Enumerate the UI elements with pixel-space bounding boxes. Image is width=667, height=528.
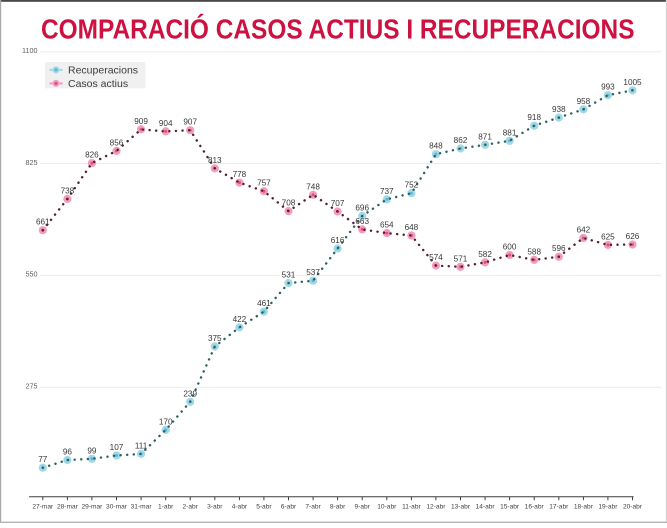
svg-text:825: 825: [26, 158, 38, 167]
svg-text:663: 663: [355, 217, 369, 226]
svg-text:Casos actius: Casos actius: [68, 78, 128, 90]
svg-text:6-abr: 6-abr: [281, 503, 297, 510]
svg-text:707: 707: [331, 199, 345, 208]
svg-text:10-abr: 10-abr: [377, 503, 397, 510]
svg-text:28-mar: 28-mar: [57, 503, 79, 510]
svg-text:3-abr: 3-abr: [207, 503, 223, 510]
svg-text:31-mar: 31-mar: [131, 503, 153, 510]
svg-text:661: 661: [36, 218, 50, 227]
svg-text:654: 654: [380, 221, 394, 230]
svg-text:107: 107: [110, 443, 124, 452]
svg-text:1-abr: 1-abr: [158, 503, 174, 510]
svg-text:625: 625: [601, 232, 615, 241]
svg-text:111: 111: [135, 441, 148, 450]
svg-text:757: 757: [257, 179, 271, 188]
svg-text:1100: 1100: [22, 46, 37, 55]
svg-text:11-abr: 11-abr: [402, 503, 421, 510]
svg-text:856: 856: [110, 138, 124, 147]
svg-text:907: 907: [183, 118, 197, 127]
svg-text:537: 537: [306, 268, 320, 277]
svg-text:5-abr: 5-abr: [256, 503, 272, 510]
svg-text:571: 571: [454, 254, 468, 263]
svg-text:588: 588: [527, 247, 541, 256]
svg-text:648: 648: [405, 223, 419, 232]
svg-text:15-abr: 15-abr: [500, 503, 520, 510]
svg-text:813: 813: [208, 156, 222, 165]
svg-text:19-abr: 19-abr: [598, 503, 618, 510]
svg-text:7-abr: 7-abr: [305, 503, 321, 510]
svg-text:993: 993: [601, 83, 615, 92]
svg-text:16-abr: 16-abr: [525, 503, 545, 510]
svg-text:600: 600: [503, 243, 517, 252]
svg-text:14-abr: 14-abr: [476, 503, 496, 510]
svg-text:696: 696: [355, 204, 369, 213]
svg-text:18-abr: 18-abr: [574, 503, 594, 510]
svg-text:738: 738: [61, 186, 75, 195]
svg-text:30-mar: 30-mar: [106, 503, 128, 510]
svg-text:862: 862: [454, 136, 468, 145]
svg-text:77: 77: [38, 455, 48, 464]
svg-text:17-abr: 17-abr: [549, 503, 569, 510]
svg-text:531: 531: [282, 271, 296, 280]
svg-text:29-mar: 29-mar: [81, 503, 103, 510]
svg-text:871: 871: [478, 132, 492, 141]
svg-text:938: 938: [552, 105, 566, 114]
svg-text:582: 582: [478, 250, 492, 259]
svg-text:20-abr: 20-abr: [623, 503, 643, 510]
svg-text:461: 461: [257, 299, 271, 308]
svg-text:918: 918: [527, 113, 541, 122]
svg-text:550: 550: [26, 270, 38, 279]
svg-text:752: 752: [405, 181, 419, 190]
svg-text:574: 574: [429, 253, 443, 262]
svg-text:626: 626: [626, 232, 640, 241]
svg-text:99: 99: [87, 446, 97, 455]
svg-text:2-abr: 2-abr: [182, 503, 198, 510]
svg-text:Recuperacions: Recuperacions: [68, 64, 138, 76]
svg-text:4-abr: 4-abr: [232, 503, 248, 510]
svg-text:909: 909: [134, 117, 148, 126]
svg-text:8-abr: 8-abr: [330, 503, 346, 510]
svg-text:616: 616: [331, 236, 345, 245]
svg-text:708: 708: [282, 199, 296, 208]
svg-text:826: 826: [85, 151, 99, 160]
svg-text:27-mar: 27-mar: [32, 503, 54, 510]
svg-text:881: 881: [503, 128, 517, 137]
svg-text:13-abr: 13-abr: [451, 503, 471, 510]
svg-text:239: 239: [183, 389, 197, 398]
svg-text:12-abr: 12-abr: [426, 503, 446, 510]
svg-text:9-abr: 9-abr: [354, 503, 370, 510]
svg-text:596: 596: [552, 244, 566, 253]
svg-text:422: 422: [233, 315, 247, 324]
svg-text:375: 375: [208, 334, 222, 343]
svg-text:170: 170: [159, 417, 173, 426]
svg-text:748: 748: [306, 182, 320, 191]
svg-text:COMPARACIÓ CASOS ACTIUS I RECU: COMPARACIÓ CASOS ACTIUS I RECUPERACIONS: [41, 14, 635, 45]
svg-text:642: 642: [577, 226, 591, 235]
svg-text:778: 778: [233, 170, 247, 179]
svg-text:96: 96: [63, 448, 73, 457]
svg-text:275: 275: [26, 382, 38, 391]
svg-text:958: 958: [577, 97, 591, 106]
svg-text:848: 848: [429, 142, 443, 151]
svg-text:1005: 1005: [623, 78, 642, 87]
svg-text:737: 737: [380, 187, 394, 196]
svg-text:904: 904: [159, 119, 173, 128]
